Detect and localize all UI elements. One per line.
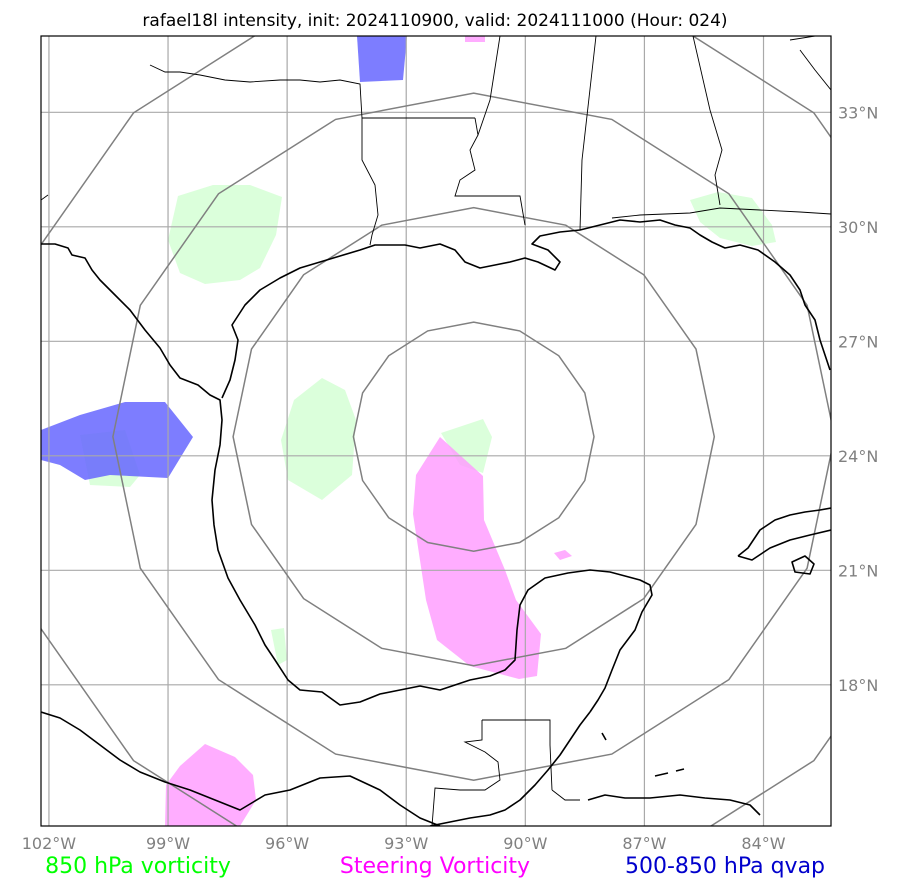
pacific-coastline bbox=[41, 711, 441, 826]
political-borders bbox=[41, 36, 831, 826]
cuba-coastline bbox=[737, 507, 831, 557]
latitude-tick-label: 33°N bbox=[838, 103, 878, 122]
steering-vorticity-patch-north bbox=[465, 36, 485, 42]
isle-of-youth bbox=[791, 555, 815, 575]
legend-850-vorticity: 850 hPa vorticity bbox=[45, 854, 231, 879]
map-frame bbox=[40, 35, 832, 827]
alabama-georgia-border bbox=[692, 36, 723, 206]
legend-steering-vorticity: Steering Vorticity bbox=[340, 854, 530, 879]
belize-border bbox=[482, 719, 553, 791]
vorticity-850-patch-coast bbox=[271, 628, 287, 665]
guatemala-honduras-border bbox=[551, 789, 580, 801]
islands-caribbean bbox=[601, 732, 685, 777]
qvap-patch-north bbox=[357, 36, 407, 82]
longitude-tick-label: 99°W bbox=[146, 834, 190, 853]
gridlines bbox=[41, 36, 831, 826]
latitude-tick-label: 18°N bbox=[838, 676, 878, 695]
florida-north-border bbox=[611, 207, 831, 219]
longitude-tick-label: 90°W bbox=[503, 834, 547, 853]
plot-title: rafael18l intensity, init: 2024110900, v… bbox=[142, 11, 727, 31]
longitude-tick-labels: 102°W 99°W 96°W 93°W 90°W 87°W 84°W bbox=[22, 834, 786, 853]
steering-vorticity-patch-south bbox=[165, 744, 256, 826]
vorticity-850-patch-florida bbox=[690, 192, 776, 246]
qvap-patch-mexico bbox=[41, 402, 193, 480]
texas-north-border bbox=[149, 64, 363, 119]
coastlines bbox=[41, 219, 831, 826]
central-america-coastline bbox=[429, 711, 591, 826]
field-layers bbox=[41, 36, 776, 826]
latitude-tick-label: 21°N bbox=[838, 561, 878, 580]
range-ring bbox=[352, 321, 595, 552]
georgia-carolina-border bbox=[789, 36, 831, 91]
steering-vorticity-patch-main bbox=[413, 437, 541, 679]
latitude-tick-label: 30°N bbox=[838, 218, 878, 237]
alabama-west-border bbox=[579, 36, 597, 231]
mississippi-alabama-border bbox=[477, 36, 501, 136]
mississippi-river-border bbox=[454, 117, 526, 226]
vorticity-850-patch-central bbox=[441, 419, 492, 473]
latitude-tick-label: 27°N bbox=[838, 332, 878, 351]
range-ring bbox=[112, 92, 831, 781]
longitude-tick-label: 96°W bbox=[265, 834, 309, 853]
gulf-coastline-north bbox=[221, 219, 831, 399]
longitude-tick-label: 84°W bbox=[741, 834, 785, 853]
cuba-coastline-south bbox=[737, 529, 831, 561]
honduras-coastline bbox=[587, 794, 761, 816]
legend: 850 hPa vorticity Steering Vorticity 500… bbox=[45, 854, 825, 879]
steering-vorticity-patch-small bbox=[554, 550, 572, 560]
mexico-guatemala-border bbox=[431, 720, 501, 826]
longitude-tick-label: 93°W bbox=[384, 834, 428, 853]
longitude-tick-label: 102°W bbox=[22, 834, 77, 853]
texas-louisiana-border bbox=[361, 118, 379, 246]
latitude-tick-label: 24°N bbox=[838, 447, 878, 466]
vorticity-850-patch-texas bbox=[168, 185, 282, 284]
vorticity-850-patch-gulf bbox=[281, 378, 356, 500]
range-ring bbox=[232, 206, 716, 667]
legend-qvap: 500-850 hPa qvap bbox=[625, 854, 825, 879]
latitude-tick-labels: 18°N 21°N 24°N 27°N 30°N 33°N bbox=[838, 103, 878, 694]
gulf-coastline-west bbox=[41, 243, 653, 713]
us-mexico-border bbox=[41, 194, 93, 271]
longitude-tick-label: 87°W bbox=[622, 834, 666, 853]
